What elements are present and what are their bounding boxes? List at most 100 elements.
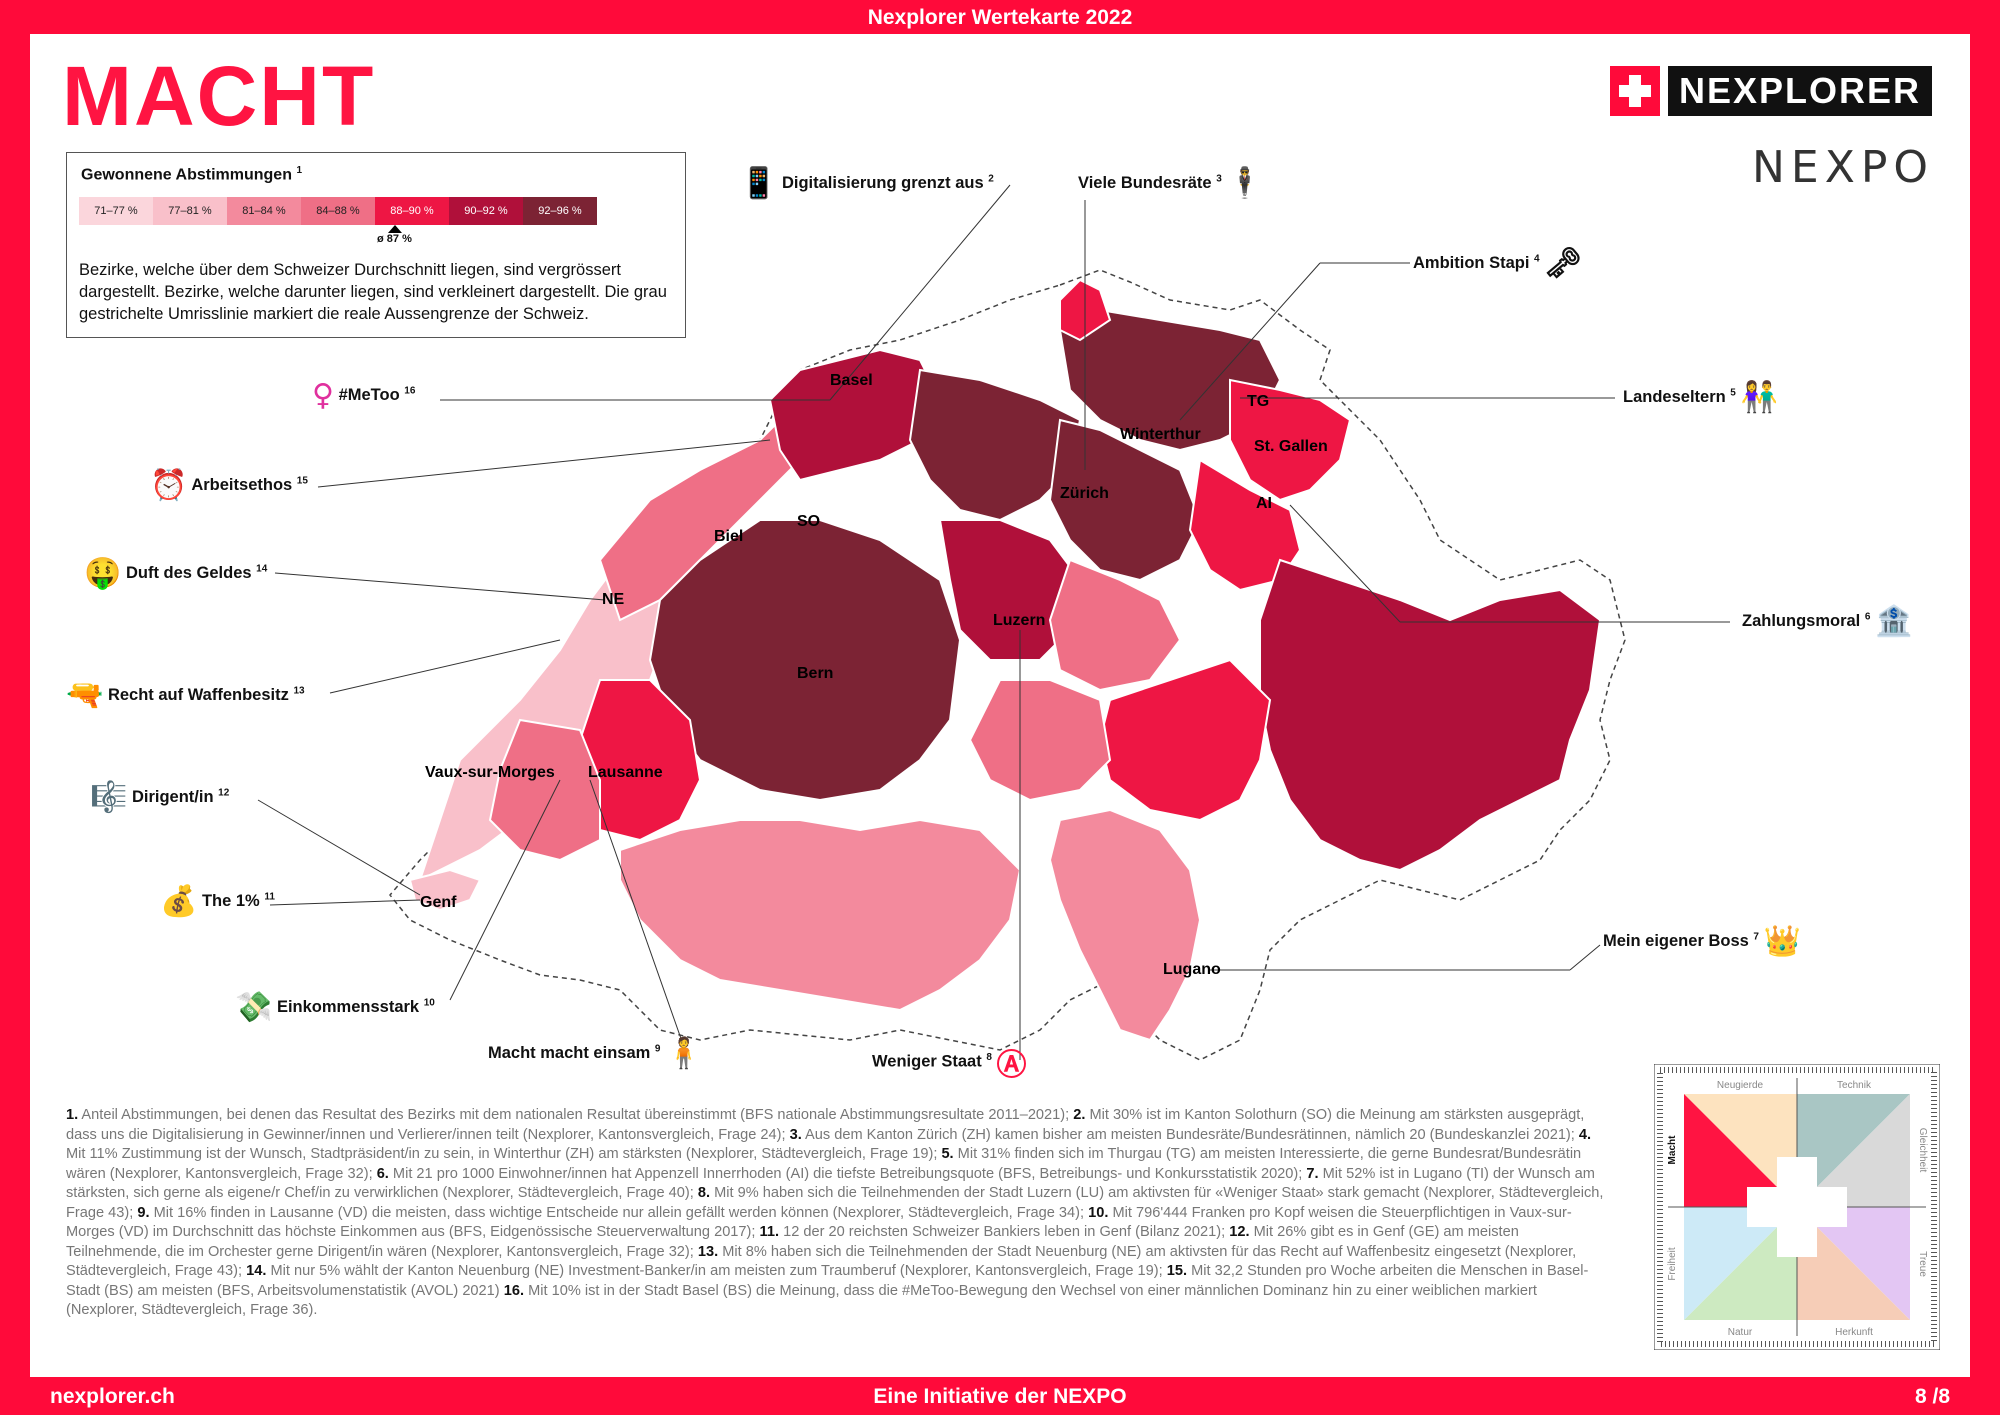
footnote-text: Mit 30% ist im Kanton Solothurn (SO) die… [66,1107,1585,1143]
legend-title: Gewonnene Abstimmungen 1 [81,165,302,184]
legend: Gewonnene Abstimmungen 1 71–77 % 77–81 % 8… [66,152,686,338]
footnote-number: 12. [1229,1224,1250,1240]
callout-landeseltern: Landeseltern 5 👫 [1623,380,1778,415]
footnote-text: Mit 32,2 Stunden pro Woche arbeiten die … [66,1263,1589,1299]
callout-macht-einsam: Macht macht einsam 9 🧍 [488,1036,703,1071]
page-title: MACHT [62,49,376,143]
old-key-icon: 🗝 [1544,246,1583,281]
footnote-number: 5. [941,1146,954,1162]
callout-bundesraete: Viele Bundesräte 3 🕴 [1078,166,1264,201]
district-graubuenden [1259,558,1602,872]
legend-class-2: 81–84 % [227,197,301,225]
swiss-flag-icon [1610,66,1660,116]
callout-metoo: ♀ #MeToo 16 [312,378,416,413]
legend-class-5: 90–92 % [449,197,523,225]
left-frame [0,0,30,1415]
segment-herkunft [1797,1207,1910,1320]
label-herkunft: Herkunft [1835,1327,1873,1338]
nexpo-logo: NEXPO [1752,142,1935,193]
footnote-text: Mit 16% finden in Lausanne (VD) die meis… [153,1204,1085,1221]
money-mouth-face-icon: 🤑 [84,556,122,591]
district-aargau [908,368,1082,522]
callout-the-one-percent: 💰 The 1% 11 [160,884,275,919]
callout-duft-des-geldes: 🤑 Duft des Geldes 14 [84,556,268,591]
footnote-number: 11. [759,1224,780,1240]
district-ticino [1048,808,1202,1042]
nexplorer-logo[interactable]: NEXPLORER [1610,66,1932,116]
callout-arbeitsethos: ⏰ Arbeitsethos 15 [150,468,308,503]
bank-icon: 🏦 [1875,604,1913,639]
callout-ambition-stapi: Ambition Stapi 4 🗝 [1413,246,1583,281]
city-vaux-sur-morges: Vaux-sur-Morges [425,764,555,781]
money-bag-icon: 💰 [160,884,198,919]
footnote-number: 8. [697,1185,711,1201]
label-macht: Macht [1667,1135,1678,1165]
footnote-number: 1. [66,1107,79,1123]
musical-score-icon: 🎼 [90,780,128,815]
legend-class-6: 92–96 % [523,197,597,225]
label-neugierde: Neugierde [1717,1080,1764,1091]
label-gleichheit: Gleichheit [1917,1128,1928,1173]
compass-segments [1684,1094,1910,1320]
city-biel: Biel [714,528,743,545]
footnotes: 1. Anteil Abstimmungen, bei denen das Re… [66,1106,1606,1321]
legend-class-3: 84–88 % [301,197,375,225]
callout-dirigent: 🎼 Dirigent/in 12 [90,780,230,815]
average-marker-icon [388,225,402,233]
city-labels: Basel Winterthur TG St. Gallen Zürich AI… [420,372,1328,978]
legend-class-1: 77–81 % [153,197,227,225]
swiss-cross-icon [1747,1157,1847,1257]
brand-wordmark: NEXPLORER [1668,66,1932,116]
footnote-text: 12 der 20 reichsten Schweizer Bankiers l… [783,1224,1226,1240]
segment-macht [1684,1094,1797,1207]
couple-icon: 👫 [1740,380,1778,415]
footnote-text: Mit 52% ist in Lugano (TI) der Wunsch am… [66,1165,1595,1202]
right-frame [1970,0,2000,1415]
segment-freiheit [1684,1207,1797,1320]
district-valais [619,818,1022,1012]
label-natur: Natur [1728,1327,1753,1338]
alarm-clock-icon: ⏰ [150,468,188,503]
district-uri [968,679,1112,802]
footnote-text: Anteil Abstimmungen, bei denen das Resul… [81,1107,1070,1123]
district-zurich [1048,418,1202,582]
city-genf: Genf [420,894,457,911]
footer-initiative: Eine Initiative der NEXPO [873,1385,1127,1408]
label-technik: Technik [1837,1080,1872,1091]
district-thurgau [1229,378,1352,502]
callout-digitalisierung: 📱 Digitalisierung grenzt aus 2 [740,166,994,201]
footnote-text: Mit 26% gibt es in Genf (GE) am meisten … [66,1224,1519,1260]
legend-average: ø 87 % [377,233,412,245]
callout-eigener-boss: Mein eigener Boss 7 👑 [1603,924,1801,959]
district-vaud [488,718,601,862]
values-compass: Neugierde Technik Natur Herkunft Macht F… [1654,1064,1940,1350]
city-winterthur: Winterthur [1120,426,1201,443]
bottom-bar: nexplorer.ch Eine Initiative der NEXPO 8… [0,1377,2000,1415]
money-with-wings-icon: 💸 [235,990,273,1025]
water-pistol-icon: 🔫 [66,678,104,713]
city-zurich: Zürich [1060,485,1109,502]
callout-weniger-staat: Weniger Staat 8 Ⓐ [872,1048,1027,1083]
footnote-number: 13. [697,1243,719,1260]
footnote-text: Mit 9% haben sich die Teilnehmenden der … [66,1185,1604,1221]
city-lugano: Lugano [1163,961,1221,978]
footnote-number: 15. [1166,1263,1188,1279]
footer-link[interactable]: nexplorer.ch [50,1385,175,1408]
footnote-text: Mit 796'444 Franken pro Kopf weisen die … [66,1204,1572,1241]
footnote-number: 6. [376,1165,389,1182]
footnote-number: 3. [789,1126,802,1143]
mobile-phone-icon: 📱 [740,166,778,201]
city-basel: Basel [830,372,873,389]
footnote-number: 16. [503,1282,525,1299]
page-number: 8 /8 [1914,1385,1950,1408]
city-st-gallen: St. Gallen [1254,438,1328,455]
callout-einkommensstark: 💸 Einkommensstark 10 [235,990,435,1025]
footnote-number: 2. [1073,1107,1086,1123]
city-tg: TG [1247,393,1269,410]
top-bar: Nexplorer Wertekarte 2022 [0,0,2000,34]
callout-zahlungsmoral: Zahlungsmoral 6 🏦 [1742,604,1913,639]
footnote-text: Mit 11% Zustimmung ist der Wunsch, Stadt… [66,1146,938,1162]
footnote-number: 14. [246,1263,267,1279]
footnote-text: Aus dem Kanton Zürich (ZH) kamen bisher … [805,1126,1575,1143]
female-sign-icon: ♀ [312,378,334,413]
